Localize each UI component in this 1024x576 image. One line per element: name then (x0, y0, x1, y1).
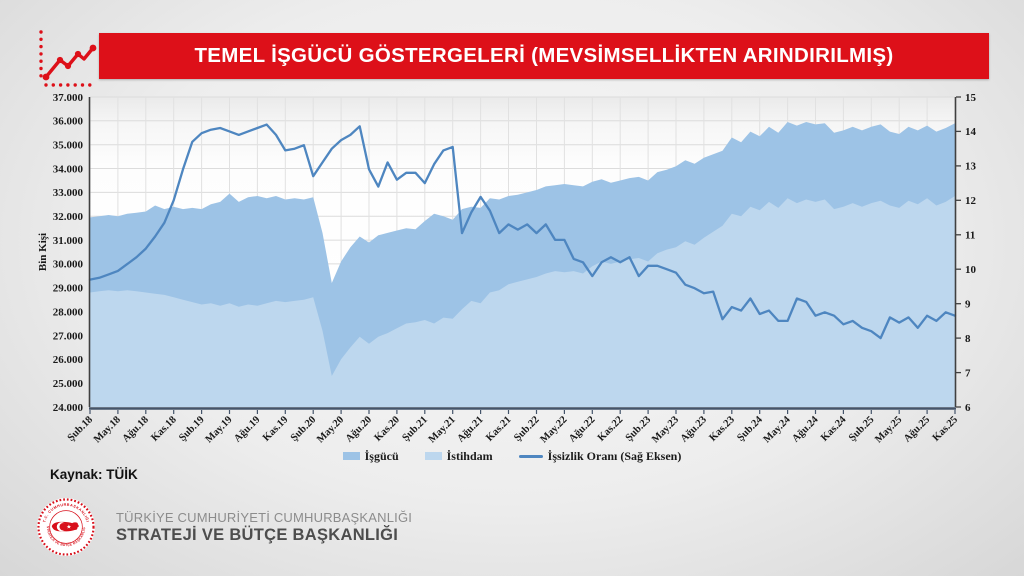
chart-svg: 24.000 25.000 26.000 27.000 28.000 29.000 30.0… (37, 92, 977, 446)
x-axis-tick-label: Ağu.24 (790, 414, 821, 445)
x-axis-tick-label: May.25 (873, 414, 904, 445)
x-axis-tick-label: Kas.20 (373, 414, 402, 443)
x-axis-tick-label: Şub.19 (177, 414, 206, 443)
left-axis-tick-label: 24.000 (53, 402, 84, 414)
left-axis-tick-label: 37.000 (53, 92, 84, 104)
legend-item: İstihdam (424, 448, 493, 464)
source-note: Kaynak: TÜİK (50, 467, 138, 482)
x-axis-tick-label: Kas.22 (596, 414, 625, 443)
legend-area-swatch (342, 452, 360, 460)
left-axis-tick-label: 31.000 (53, 235, 84, 247)
title-banner: TEMEL İŞGÜCÜ GÖSTERGELERİ (MEVSİMSELLİKT… (99, 33, 989, 79)
left-axis-tick-label: 28.000 (53, 306, 84, 318)
x-axis-tick-label: Ağu.21 (455, 414, 485, 444)
x-axis-tick-label: Ağu.22 (567, 414, 597, 444)
right-axis-tick-label: 15 (965, 92, 977, 104)
right-axis-tick-label: 12 (965, 195, 977, 207)
right-axis-tick-label: 7 (965, 367, 971, 379)
org-name-line1: TÜRKİYE CUMHURİYETİ CUMHURBAŞKANLIĞI (116, 509, 413, 525)
right-axis-tick-label: 9 (965, 299, 971, 311)
sbb-seal-logo: T.C. CUMHURBAŞKANLIĞI STRATEJİ VE BÜTÇE … (36, 497, 95, 556)
page-title: TEMEL İŞGÜCÜ GÖSTERGELERİ (MEVSİMSELLİKT… (194, 44, 894, 67)
x-axis-tick-label: Ağu.20 (344, 414, 374, 444)
x-axis-tick-label: Ağu.19 (232, 414, 262, 444)
legend-line-swatch (518, 454, 543, 458)
line-series-İşsizlik Oranı (Sağ Eksen) (88, 123, 957, 340)
left-axis-tick-label: 30.000 (53, 259, 84, 271)
legend-label: İşsizlik Oranı (Sağ Eksen) (547, 448, 682, 463)
legend-label: İstihdam (446, 448, 493, 463)
x-axis-tick-label: Kas.23 (707, 414, 736, 443)
x-axis-tick-label: Ağu.23 (679, 414, 709, 444)
chart-legend: İşgücü İstihdam İşsizlik Oranı (Sağ Eksen) (0, 447, 1024, 465)
x-axis-tick-label: May.18 (92, 414, 123, 445)
legend-label: İşgücü (364, 448, 399, 463)
left-axis-title: Bin Kişi (37, 233, 49, 271)
x-axis-tick-label: Şub.21 (400, 414, 429, 443)
x-axis-tick-label: Ağu.18 (121, 414, 151, 444)
org-name-line2: STRATEJİ VE BÜTÇE BAŞKANLIĞI (116, 525, 399, 544)
left-axis-tick-label: 26.000 (53, 354, 84, 366)
left-axis-tick-label: 25.000 (53, 378, 84, 390)
area-series-İstihdam (90, 196, 955, 407)
x-axis-tick-label: Kas.18 (149, 414, 178, 443)
right-axis-tick-label: 6 (965, 402, 971, 414)
left-axis-tick-label: 34.000 (53, 163, 84, 175)
x-axis-tick-label: Kas.19 (261, 414, 290, 443)
left-axis-tick-label: 29.000 (53, 283, 84, 295)
x-axis-tick-label: Şub.18 (66, 414, 95, 443)
x-axis-tick-label: May.24 (762, 414, 794, 446)
right-axis-tick-label: 14 (965, 126, 977, 138)
right-axis-tick-label: 8 (965, 333, 971, 345)
left-axis-tick-label: 33.000 (53, 187, 84, 199)
line-chart-icon (39, 30, 97, 87)
x-axis-tick-label: Şub.24 (735, 414, 765, 444)
x-axis-tick-label: May.19 (204, 414, 235, 445)
x-axis-tick-label: Şub.22 (512, 414, 541, 443)
x-axis-tick-label: Şub.23 (624, 414, 653, 443)
x-axis-tick-label: Kas.24 (819, 414, 849, 444)
legend-item: İşgücü (342, 448, 399, 464)
x-axis-tick-label: Şub.25 (847, 414, 876, 443)
left-axis-tick-label: 36.000 (53, 116, 84, 128)
x-axis-tick-label: May.20 (315, 414, 346, 445)
right-axis-tick-label: 13 (965, 161, 977, 173)
legend-item: İşsizlik Oranı (Sağ Eksen) (518, 448, 682, 464)
x-axis-tick-label: May.21 (427, 414, 458, 445)
left-axis-tick-label: 32.000 (53, 211, 84, 223)
x-axis-tick-label: Şub.20 (289, 414, 318, 443)
right-axis-tick-label: 11 (965, 230, 975, 242)
x-axis-tick-label: Kas.25 (931, 414, 960, 443)
x-axis-tick-label: May.22 (538, 414, 569, 445)
left-axis-tick-label: 27.000 (53, 330, 84, 342)
x-axis-tick-label: May.23 (650, 414, 681, 445)
right-axis-tick-label: 10 (965, 264, 977, 276)
x-axis-tick-label: Ağu.25 (902, 414, 932, 444)
left-axis-tick-label: 35.000 (53, 140, 84, 152)
footer: T.C. CUMHURBAŞKANLIĞI STRATEJİ VE BÜTÇE … (36, 497, 412, 557)
legend-area-swatch (424, 452, 442, 460)
x-axis-tick-label: Kas.21 (484, 414, 513, 443)
